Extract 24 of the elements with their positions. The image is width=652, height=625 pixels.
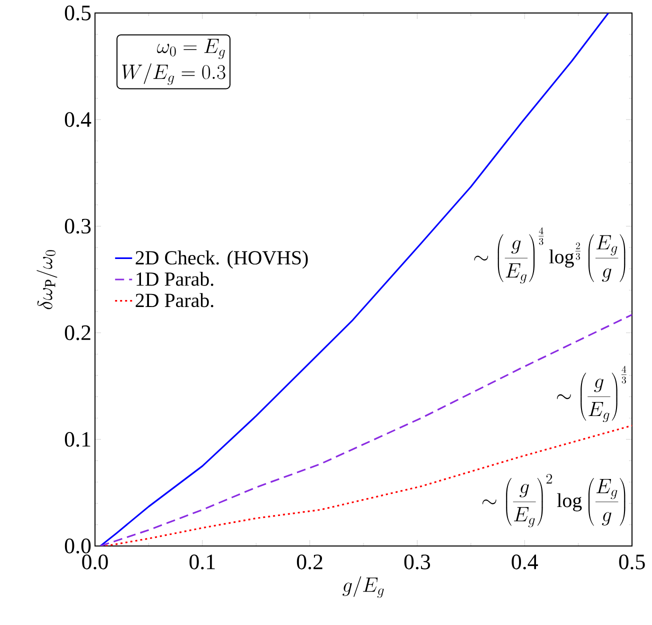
legend-label: 2D Check. (HOVHS) [136, 250, 308, 269]
x-axis-title: $g/E_g$ [342, 576, 384, 598]
y-tick-label: 0.0 [64, 538, 91, 554]
line-series [100, 314, 632, 546]
annotation: $\sim\left(\frac{g}{E_g}\right)^{\frac{4}{3}}$ [557, 366, 626, 422]
y-tick-label: 0.5 [64, 6, 91, 20]
y-tick-label: 0.1 [64, 432, 90, 447]
x-tick-label: 0.4 [512, 554, 538, 570]
x-tick-label: 0.3 [404, 554, 430, 570]
x-tick-label: 0.0 [82, 554, 108, 570]
y-tick-label: 0.3 [64, 218, 91, 234]
line-series [104, 424, 632, 546]
y-axis-title: $\delta\omega_{\mathrm{P}}/\omega_0$ [36, 250, 58, 310]
legend-label: 2D Parab. [136, 293, 214, 308]
x-tick-label: 0.2 [296, 554, 322, 570]
x-tick-label: 0.1 [190, 554, 215, 570]
annotation: $\sim\left(\frac{g}{E_g}\right)^{2}\log\left(\frac{E_g}{g}\right)$ [482, 474, 626, 528]
annotation: $\omega_0 = E_g$ [157, 38, 225, 59]
y-tick-label: 0.4 [64, 112, 92, 128]
y-tick-label: 0.2 [64, 325, 90, 340]
x-tick-label: 0.5 [619, 554, 645, 570]
legend-label: 1D Parab. [136, 272, 214, 286]
annotation: $W/E_g = 0.3$ [122, 63, 226, 85]
annotation: $\sim\left(\frac{g}{E_g}\right)^{\frac{4}{3}}\log^{\frac{2}{3}}\left(\frac{E_g}{g}\right)$ [474, 227, 626, 284]
